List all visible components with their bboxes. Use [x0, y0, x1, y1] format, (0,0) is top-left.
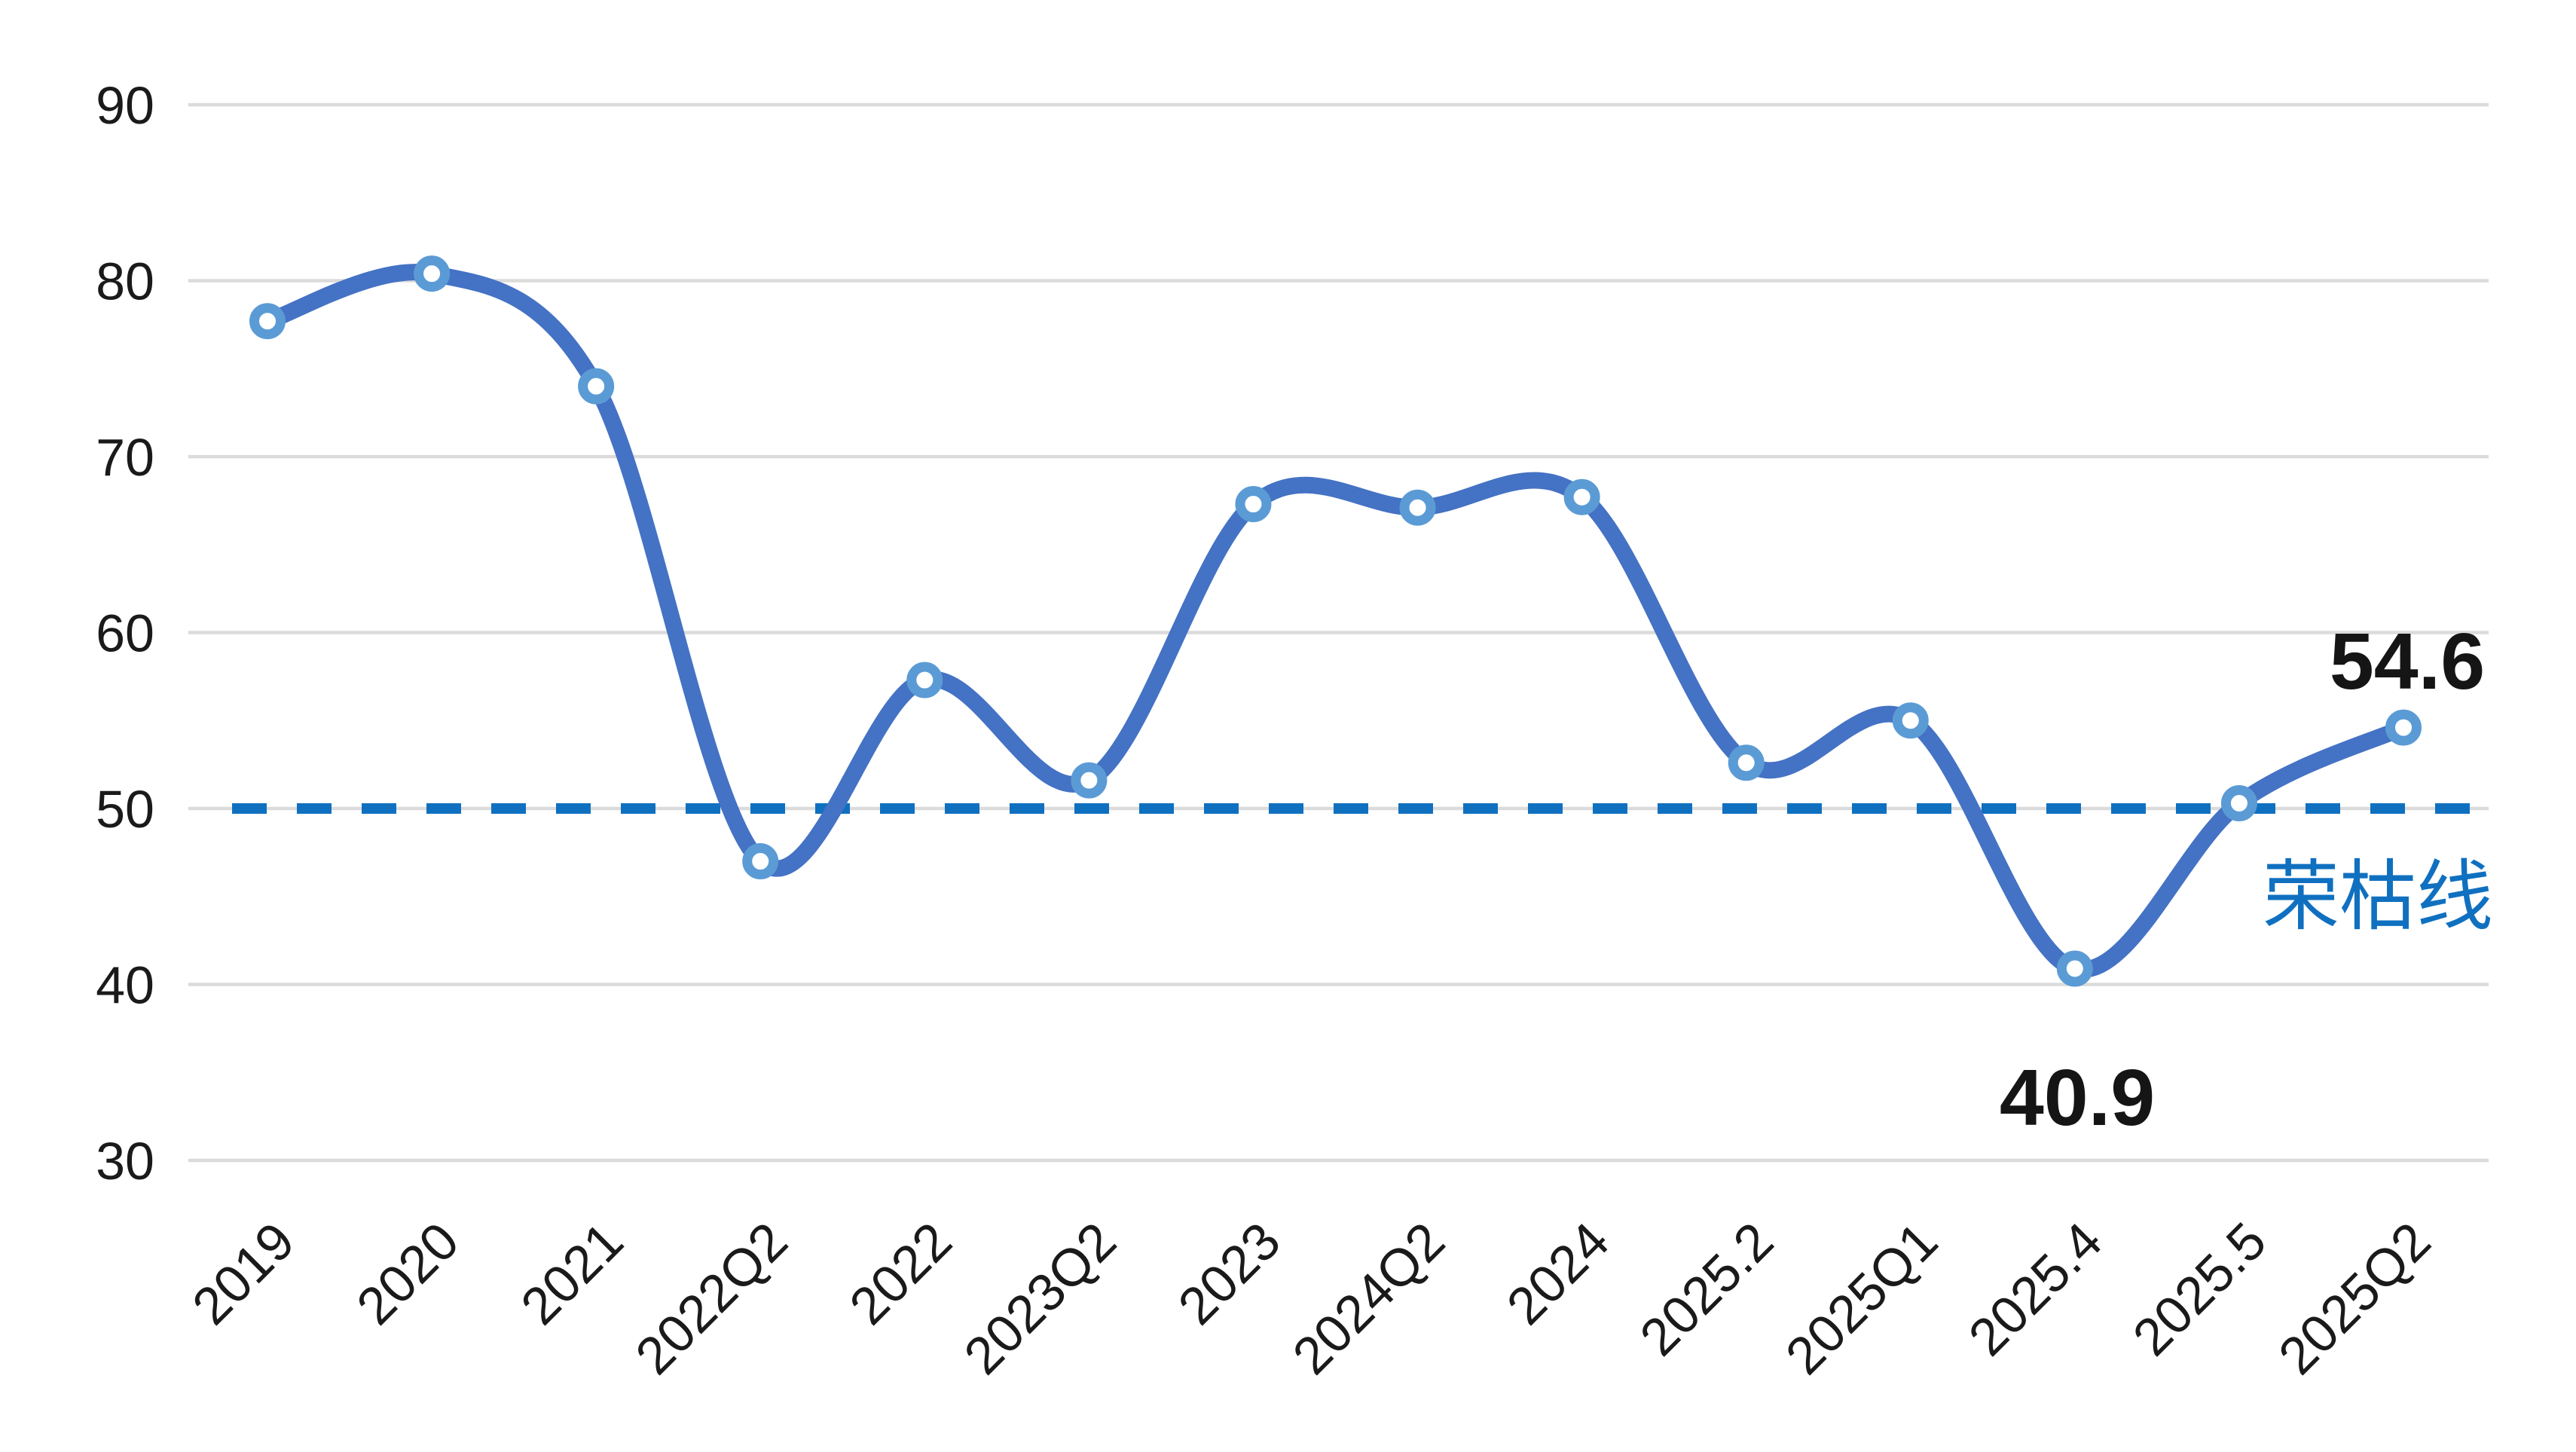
data-point-marker	[1563, 478, 1600, 515]
x-tick-label: 2019	[181, 1211, 305, 1335]
x-tick-label: 2020	[345, 1211, 469, 1335]
x-tick-label: 2025Q2	[2267, 1211, 2441, 1385]
series-line	[259, 264, 2412, 978]
data-point-marker	[578, 368, 615, 405]
x-tick-label: 2023Q2	[953, 1211, 1127, 1385]
x-tick-label: 2025.4	[1957, 1211, 2113, 1367]
y-tick-label: 30	[96, 1132, 154, 1191]
y-tick-label: 70	[96, 428, 154, 487]
x-tick-label: 2024	[1496, 1211, 1620, 1335]
y-tick-label: 80	[96, 252, 154, 311]
data-point-marker	[2385, 709, 2422, 746]
y-tick-label: 90	[96, 76, 154, 135]
data-point-marker	[906, 662, 943, 698]
data-point-marker	[249, 303, 286, 340]
data-point-marker	[1071, 762, 1108, 799]
data-point-marker	[1892, 702, 1929, 739]
data-point-marker	[1728, 744, 1765, 781]
y-tick-label: 60	[96, 604, 154, 663]
y-tick-label: 40	[96, 956, 154, 1015]
x-tick-label: 2025Q1	[1774, 1211, 1948, 1385]
reference-line-label: 荣枯线	[2263, 854, 2493, 940]
x-tick-label: 2022Q2	[625, 1211, 799, 1385]
x-tick-label: 2023	[1167, 1211, 1291, 1335]
x-tick-label: 2025.5	[2122, 1211, 2278, 1367]
x-tick-label: 2024Q2	[1282, 1211, 1456, 1385]
data-point-label-latest: 54.6	[2329, 617, 2486, 706]
data-point-marker	[2056, 950, 2093, 987]
data-point-marker	[1235, 486, 1272, 523]
data-point-marker	[414, 255, 451, 292]
data-point-marker	[742, 843, 779, 880]
data-point-marker	[1399, 489, 1436, 526]
y-axis-tick-labels: 30 40 50 60 70 80 90	[96, 76, 154, 1191]
data-point-marker	[2220, 784, 2257, 821]
x-tick-label: 2025.2	[1629, 1211, 1785, 1367]
data-point-markers	[249, 255, 2422, 987]
y-tick-label: 50	[96, 780, 154, 839]
x-tick-label: 2022	[839, 1211, 963, 1335]
data-point-label-min: 40.9	[1999, 1053, 2156, 1142]
x-tick-label: 2021	[509, 1211, 634, 1335]
gridlines	[188, 102, 2489, 1163]
